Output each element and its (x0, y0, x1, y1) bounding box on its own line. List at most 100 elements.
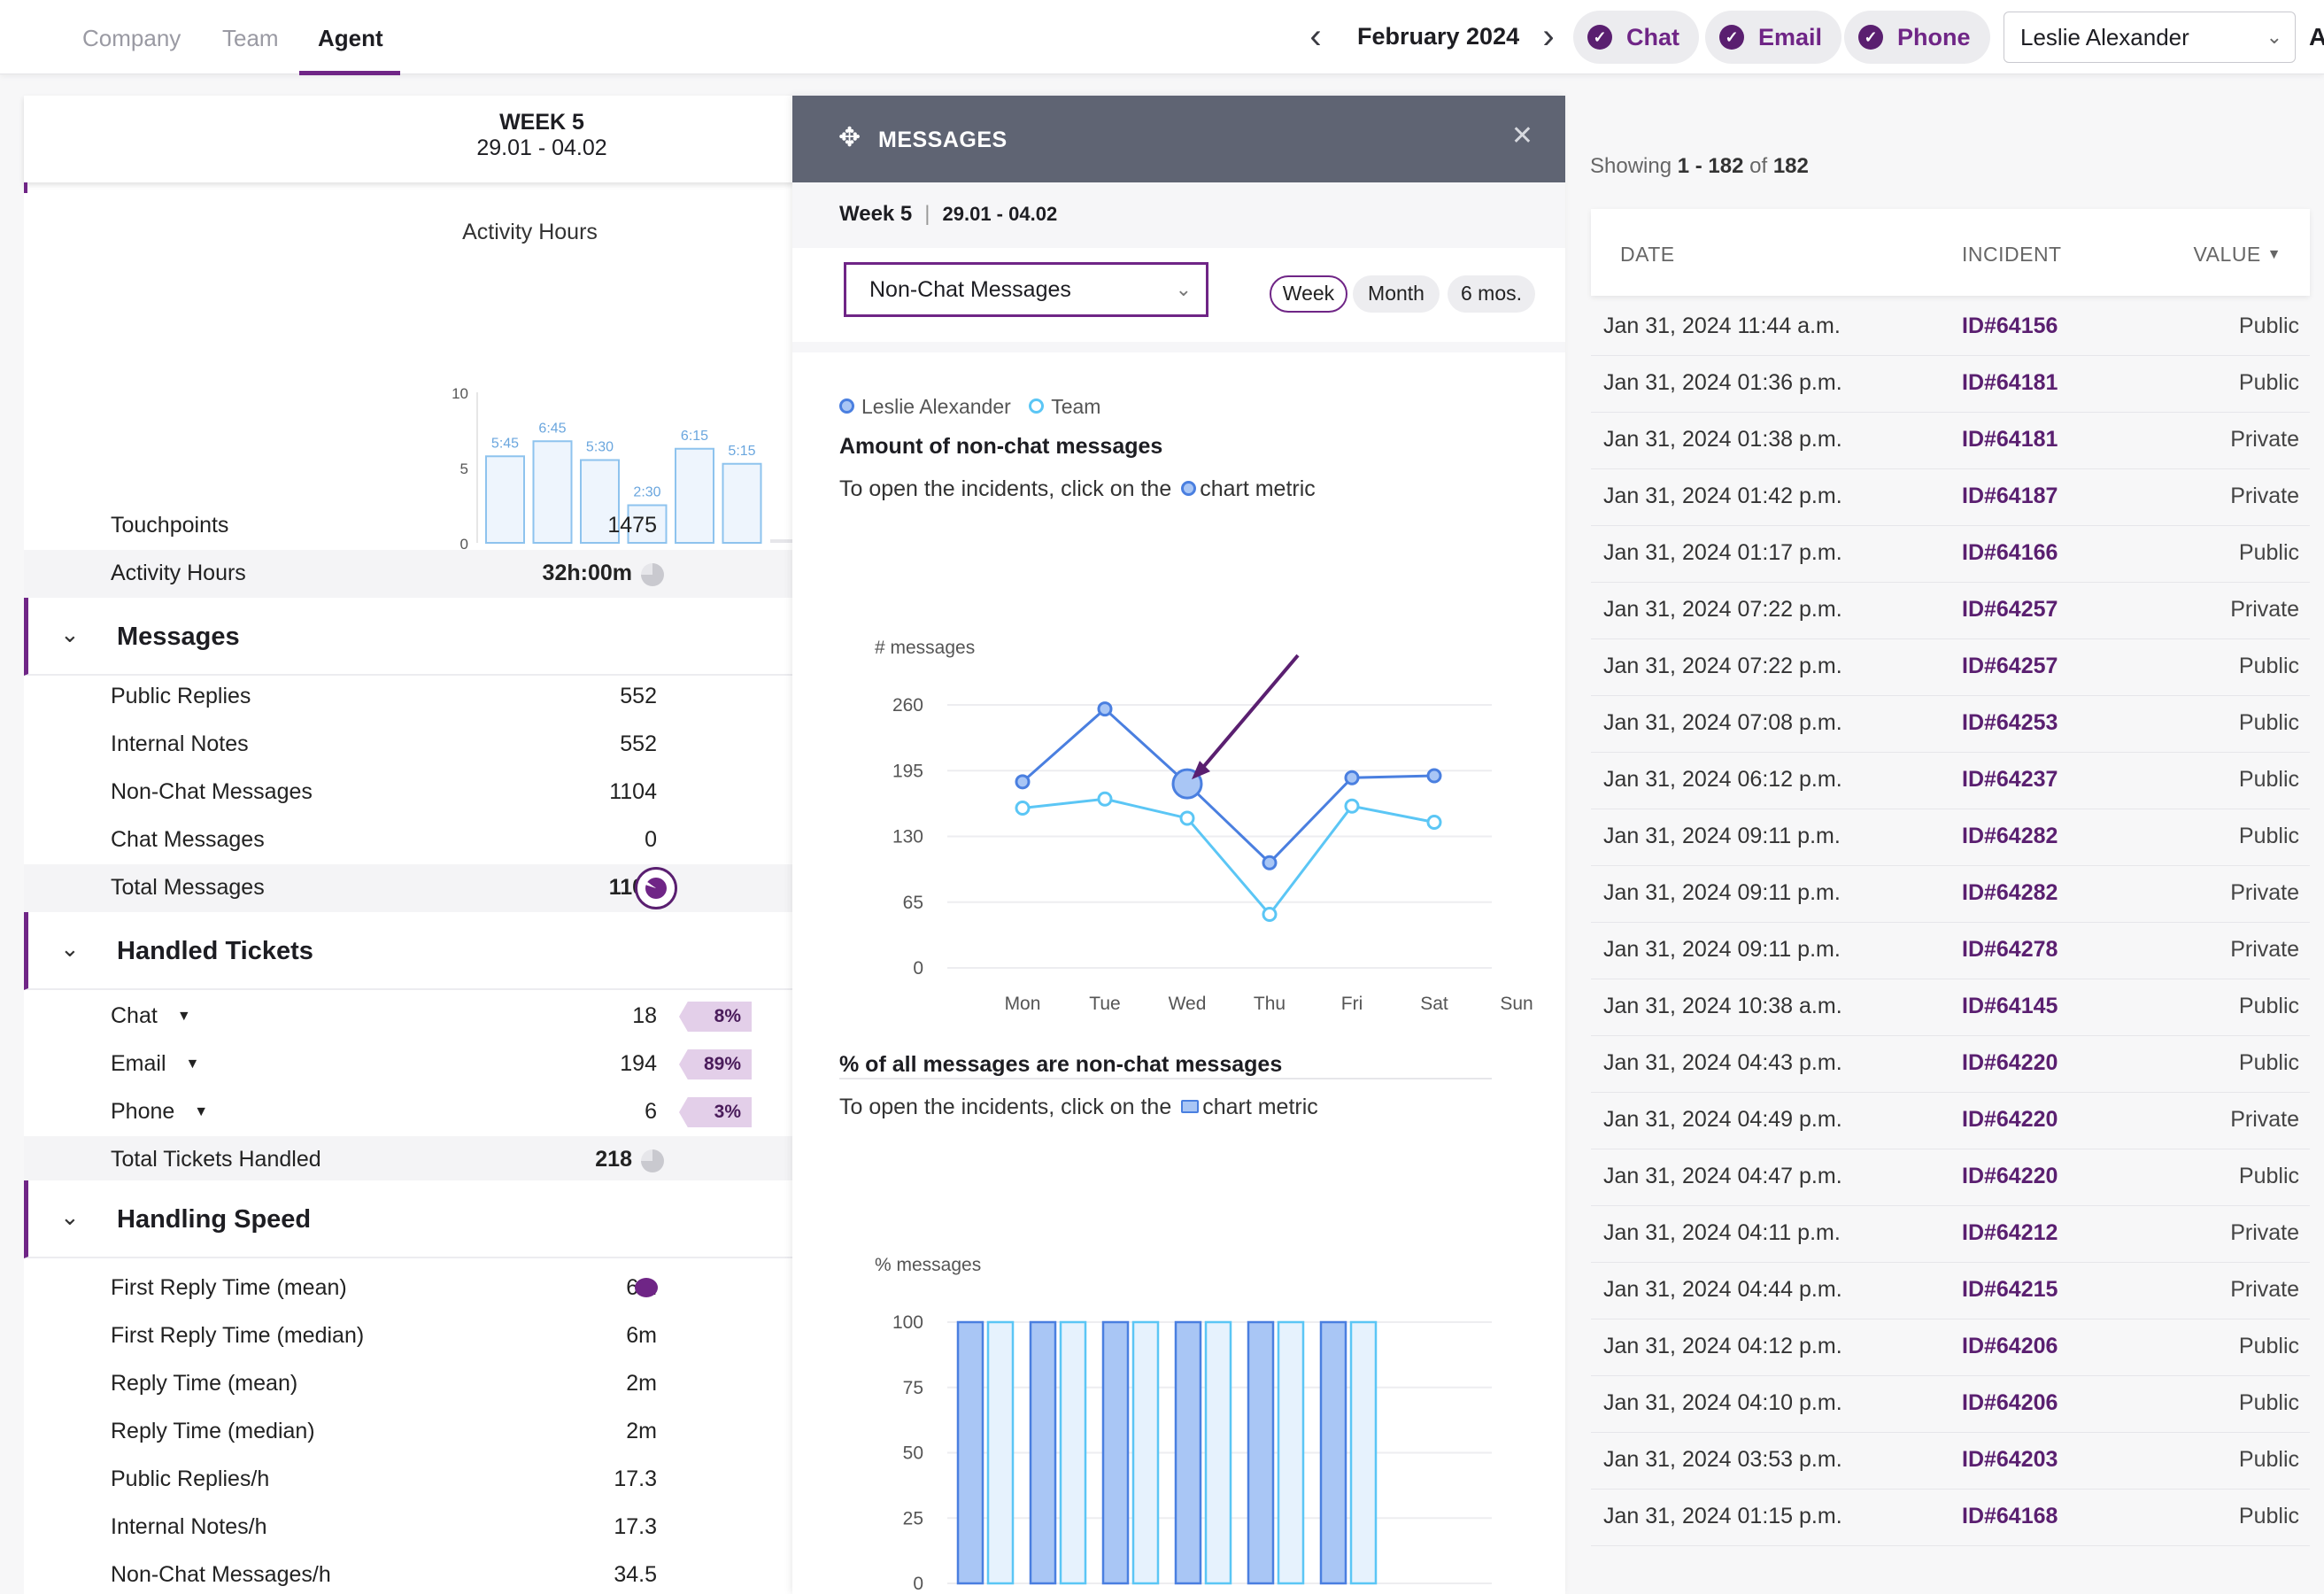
incident-link[interactable]: ID#64206 (1962, 1390, 2058, 1415)
table-row[interactable]: Jan 31, 2024 01:17 p.m. ID#64166 Public (1591, 526, 2310, 583)
legend-item-team[interactable]: Team (1029, 395, 1100, 418)
table-row[interactable]: Jan 31, 2024 01:36 p.m. ID#64181 Public (1591, 356, 2310, 413)
chevron-right-icon[interactable]: › (1542, 17, 1555, 56)
table-row[interactable]: Jan 31, 2024 04:47 p.m. ID#64220 Public (1591, 1149, 2310, 1206)
caret-down-icon[interactable]: ▼ (194, 1104, 209, 1119)
data-point-agent[interactable] (1344, 770, 1360, 785)
close-icon[interactable]: ✕ (1510, 121, 1533, 151)
chevron-left-icon[interactable]: ‹ (1309, 17, 1322, 56)
caret-down-icon[interactable]: ▼ (185, 1056, 200, 1072)
bar-team[interactable] (986, 1320, 1015, 1585)
legend-item-agent[interactable]: Leslie Alexander (839, 395, 1011, 418)
activity-bar[interactable] (485, 455, 525, 544)
data-point-team[interactable] (1015, 801, 1031, 816)
activity-bar[interactable] (532, 440, 573, 544)
bar-agent[interactable] (1174, 1320, 1202, 1585)
table-row[interactable]: Jan 31, 2024 07:22 p.m. ID#64257 Private (1591, 583, 2310, 639)
table-row[interactable]: Jan 31, 2024 04:11 p.m. ID#64212 Private (1591, 1206, 2310, 1263)
bar-team[interactable] (1349, 1320, 1378, 1585)
chevron-down-icon[interactable]: ⌄ (60, 621, 80, 647)
activity-bar[interactable] (675, 447, 714, 544)
tab-team[interactable]: Team (222, 25, 279, 51)
pie-chart-icon[interactable] (641, 563, 664, 586)
table-row[interactable]: Jan 31, 2024 01:38 p.m. ID#64181 Private (1591, 413, 2310, 469)
channel-chip-email[interactable]: ✓ Email (1705, 11, 1842, 64)
activity-bar[interactable] (580, 459, 620, 544)
bar-team[interactable] (1204, 1320, 1232, 1585)
data-point-team[interactable] (1426, 815, 1442, 831)
table-row[interactable]: Jan 31, 2024 01:15 p.m. ID#64168 Public (1591, 1490, 2310, 1546)
data-point-team[interactable] (1344, 798, 1360, 814)
incident-link[interactable]: ID#64168 (1962, 1504, 2058, 1528)
table-row[interactable]: Jan 31, 2024 04:44 p.m. ID#64215 Private (1591, 1263, 2310, 1319)
column-header-date[interactable]: DATE (1620, 243, 1675, 266)
tab-agent[interactable]: Agent (318, 25, 383, 51)
incident-link[interactable]: ID#64187 (1962, 484, 2058, 508)
caret-down-icon[interactable]: ▼ (176, 1009, 191, 1024)
section-handled-tickets[interactable]: ⌄ Handled Tickets (24, 912, 794, 990)
table-row[interactable]: Jan 31, 2024 06:12 p.m. ID#64237 Public (1591, 753, 2310, 809)
table-row[interactable]: Jan 31, 2024 11:44 a.m. ID#64156 Public (1591, 299, 2310, 356)
activity-bar[interactable] (722, 462, 762, 544)
incident-link[interactable]: ID#64181 (1962, 427, 2058, 452)
table-row[interactable]: Jan 31, 2024 01:42 p.m. ID#64187 Private (1591, 469, 2310, 526)
section-messages[interactable]: ⌄ Messages (24, 598, 794, 676)
bar-agent[interactable] (956, 1320, 984, 1585)
activity-bar[interactable] (770, 539, 808, 543)
channel-chip-phone[interactable]: ✓ Phone (1844, 11, 1990, 64)
table-row[interactable]: Jan 31, 2024 04:12 p.m. ID#64206 Public (1591, 1319, 2310, 1376)
tab-company[interactable]: Company (82, 25, 181, 51)
bar-agent[interactable] (1029, 1320, 1057, 1585)
table-row[interactable]: Jan 31, 2024 09:11 p.m. ID#64282 Private (1591, 866, 2310, 923)
table-row[interactable]: Jan 31, 2024 03:53 p.m. ID#64203 Public (1591, 1433, 2310, 1490)
incident-link[interactable]: ID#64166 (1962, 540, 2058, 565)
bar-agent[interactable] (1247, 1320, 1275, 1585)
incident-link[interactable]: ID#64257 (1962, 654, 2058, 678)
modal-header[interactable]: ✥ MESSAGES ✕ (792, 96, 1565, 182)
bar-agent[interactable] (1319, 1320, 1347, 1585)
table-row[interactable]: Jan 31, 2024 04:43 p.m. ID#64220 Public (1591, 1036, 2310, 1093)
incident-link[interactable]: ID#64145 (1962, 994, 2058, 1018)
incident-link[interactable]: ID#64237 (1962, 767, 2058, 792)
incident-link[interactable]: ID#64215 (1962, 1277, 2058, 1302)
column-header-incident[interactable]: INCIDENT (1962, 243, 2062, 266)
table-row[interactable]: Jan 31, 2024 04:10 p.m. ID#64206 Public (1591, 1376, 2310, 1433)
incident-link[interactable]: ID#64220 (1962, 1107, 2058, 1132)
incident-link[interactable]: ID#64278 (1962, 937, 2058, 962)
activity-bar[interactable] (627, 504, 668, 544)
table-row[interactable]: Jan 31, 2024 10:38 a.m. ID#64145 Public (1591, 979, 2310, 1036)
section-handling-speed[interactable]: ⌄ Handling Speed (24, 1180, 794, 1258)
incident-link[interactable]: ID#64282 (1962, 824, 2058, 848)
incident-link[interactable]: ID#64181 (1962, 370, 2058, 395)
stat-row-chat[interactable]: Chat ▼ 18 8% (24, 993, 794, 1041)
chevron-down-icon[interactable]: ⌄ (60, 1203, 80, 1230)
period-week[interactable]: Week (1270, 275, 1347, 313)
bar-team[interactable] (1277, 1320, 1305, 1585)
period-6-months[interactable]: 6 mos. (1448, 275, 1535, 313)
bar-team[interactable] (1131, 1320, 1160, 1585)
data-point-agent[interactable] (1262, 855, 1278, 871)
selected-metric-ring[interactable] (635, 867, 677, 909)
incident-link[interactable]: ID#64203 (1962, 1447, 2058, 1472)
table-row[interactable]: Jan 31, 2024 09:11 p.m. ID#64278 Private (1591, 923, 2310, 979)
column-header-value[interactable]: VALUE ▼ (2193, 243, 2282, 266)
data-point-agent[interactable] (1015, 774, 1031, 790)
table-row[interactable]: Jan 31, 2024 07:08 p.m. ID#64253 Public (1591, 696, 2310, 753)
stat-row-email[interactable]: Email ▼ 194 89% (24, 1041, 794, 1088)
move-icon[interactable]: ✥ (838, 123, 861, 152)
agent-select[interactable]: Leslie Alexander ⌄ (2004, 12, 2296, 63)
incident-link[interactable]: ID#64156 (1962, 313, 2058, 338)
metric-select[interactable]: Non-Chat Messages ⌄ (844, 262, 1208, 317)
stat-row-phone[interactable]: Phone ▼ 6 3% (24, 1088, 794, 1136)
channel-chip-chat[interactable]: ✓ Chat (1573, 11, 1699, 64)
data-point-agent[interactable] (1426, 768, 1442, 784)
incident-link[interactable]: ID#64206 (1962, 1334, 2058, 1358)
chevron-down-icon[interactable]: ⌄ (60, 935, 80, 962)
table-row[interactable]: Jan 31, 2024 07:22 p.m. ID#64257 Public (1591, 639, 2310, 696)
pie-chart-icon[interactable] (641, 1149, 664, 1172)
table-row[interactable]: Jan 31, 2024 04:49 p.m. ID#64220 Private (1591, 1093, 2310, 1149)
bar-team[interactable] (1059, 1320, 1087, 1585)
incident-link[interactable]: ID#64257 (1962, 597, 2058, 622)
incident-link[interactable]: ID#64220 (1962, 1050, 2058, 1075)
period-month[interactable]: Month (1353, 275, 1440, 313)
